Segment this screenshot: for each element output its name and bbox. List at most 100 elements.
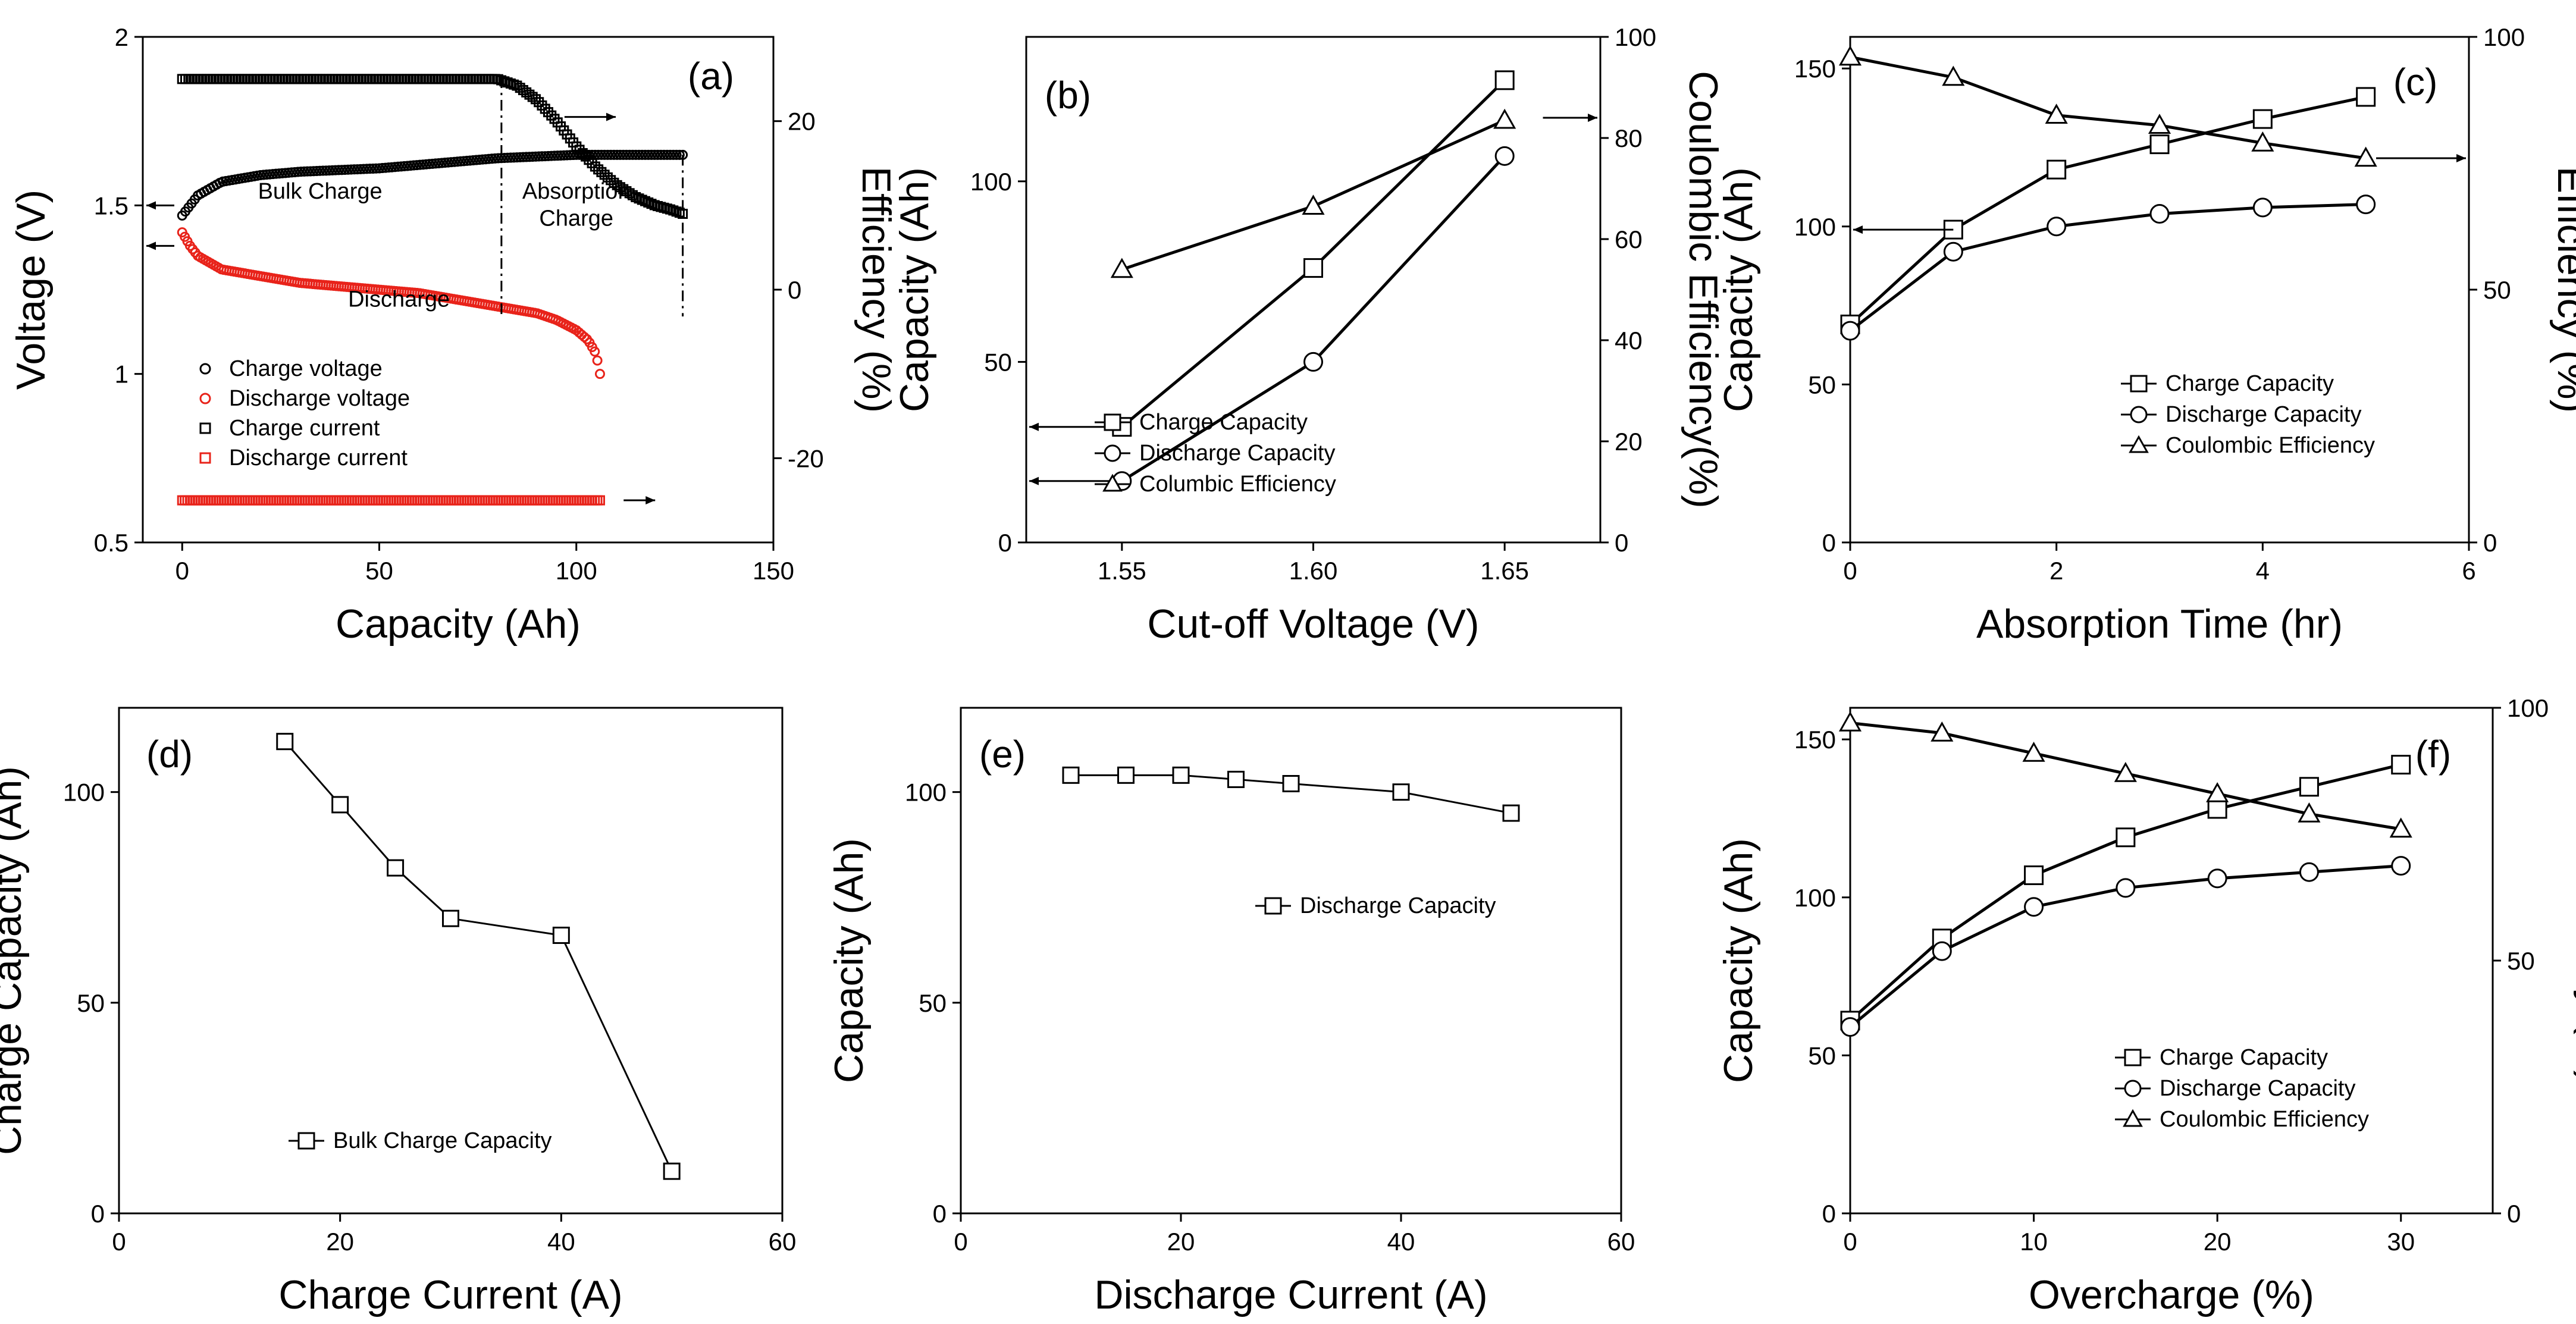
- data-point: [1494, 70, 1515, 90]
- data-point: [640, 196, 651, 206]
- data-point: [324, 165, 334, 176]
- x-tick-label: 0: [112, 1228, 126, 1256]
- y-tick-label: 50: [77, 989, 105, 1017]
- data-point: [552, 927, 570, 944]
- data-point: [1494, 146, 1515, 166]
- data-point: [1303, 352, 1323, 372]
- plot-frame: [960, 707, 1622, 1215]
- series-line: [1121, 79, 1506, 428]
- discharge-label: Discharge: [348, 287, 450, 312]
- data-point: [355, 164, 366, 174]
- x-tick-label: 20: [326, 1228, 354, 1256]
- data-point: [276, 733, 294, 751]
- data-point: [634, 193, 644, 204]
- data-point: [308, 166, 319, 177]
- absorption-charge-label: Charge: [539, 206, 613, 231]
- efficiency-arrow-head: [1588, 114, 1597, 122]
- legend-marker: [2130, 406, 2148, 423]
- data-point: [2354, 146, 2377, 167]
- data-point: [343, 164, 353, 175]
- data-point: [1931, 721, 1954, 742]
- legend-marker: [199, 452, 211, 464]
- y-axis-label: Capacity (Ah): [892, 167, 937, 412]
- legend-marker: [2130, 375, 2148, 393]
- data-point: [2047, 159, 2067, 180]
- data-point: [1942, 65, 1965, 86]
- data-point: [1392, 783, 1410, 801]
- x-tick-label: 30: [2387, 1228, 2415, 1256]
- data-point: [2207, 799, 2227, 819]
- y2-tick-label: 50: [2483, 276, 2511, 304]
- x-tick-label: 0: [1843, 1228, 1857, 1256]
- data-point: [1117, 766, 1135, 784]
- y-tick-label: 0: [933, 1200, 947, 1228]
- y2-tick-label: 100: [2483, 23, 2525, 51]
- x-tick-label: 6: [2462, 557, 2475, 585]
- data-point: [653, 149, 663, 160]
- data-point: [1303, 258, 1323, 278]
- data-point: [1282, 775, 1300, 792]
- data-point: [1840, 1017, 1860, 1037]
- y-tick-label: 0.5: [94, 529, 129, 557]
- data-point: [595, 369, 605, 379]
- data-point: [649, 149, 660, 160]
- data-point: [2391, 755, 2411, 775]
- data-point: [602, 172, 613, 183]
- legend-label: Charge Capacity: [1139, 410, 1308, 435]
- x-axis-label: Discharge Current (A): [1094, 1272, 1487, 1317]
- plot-frame: [118, 707, 784, 1215]
- legend-marker: [2124, 1080, 2142, 1097]
- data-point: [634, 149, 644, 160]
- data-point: [515, 152, 525, 162]
- data-point: [315, 165, 325, 176]
- data-point: [546, 150, 557, 161]
- data-point: [606, 149, 616, 160]
- y-tick-label: 1.5: [94, 192, 129, 219]
- y-tick-label: 0: [1822, 529, 1836, 557]
- data-point: [362, 164, 372, 174]
- y-tick-label: 1: [115, 360, 129, 388]
- panel-a: 0 50 100 150 0.5 1 1.5 2 -20 0 20 Capacity (Ah) Volt…: [8, 23, 899, 647]
- discharge-capacity-arrow-head: [1029, 476, 1039, 485]
- data-point: [662, 149, 672, 160]
- data-point: [540, 151, 550, 162]
- y2-tick-label: 50: [2507, 947, 2535, 975]
- data-point: [624, 149, 635, 160]
- bulk-charge-label: Bulk Charge: [258, 179, 383, 204]
- legend-label: Charge current: [229, 416, 380, 441]
- data-point: [2022, 741, 2045, 762]
- data-point: [618, 149, 629, 160]
- data-point: [311, 165, 322, 176]
- x-tick-label: 20: [2204, 1228, 2232, 1256]
- series-line: [1849, 95, 2367, 326]
- data-point: [527, 92, 538, 102]
- data-point: [505, 78, 516, 89]
- y-tick-label: 100: [1794, 884, 1836, 912]
- data-point: [340, 164, 350, 175]
- y-axis-label: Voltage (V): [8, 190, 54, 390]
- data-point: [543, 150, 554, 161]
- y2-tick-label: -20: [788, 444, 824, 472]
- x-tick-label: 150: [753, 557, 794, 585]
- data-point: [615, 149, 625, 160]
- panel-e: 0 20 40 60 0 50 100 Discharge Current (A) Capaci…: [826, 707, 1635, 1317]
- y2-tick-label: 20: [788, 108, 816, 136]
- data-point: [1932, 941, 1952, 961]
- data-point: [606, 175, 616, 186]
- data-point: [637, 194, 647, 205]
- data-point: [521, 152, 532, 162]
- legend-marker: [2123, 1109, 2143, 1127]
- data-point: [365, 164, 375, 174]
- legend-marker: [199, 393, 211, 404]
- data-point: [502, 152, 513, 163]
- y2-tick-label: 40: [1615, 327, 1643, 354]
- x-tick-label: 60: [769, 1228, 797, 1256]
- data-point: [2114, 761, 2137, 782]
- data-point: [527, 151, 538, 162]
- x-tick-label: 0: [1843, 557, 1857, 585]
- data-point: [1502, 804, 1520, 822]
- data-point: [643, 197, 654, 208]
- y2-tick-label: 100: [2507, 694, 2549, 722]
